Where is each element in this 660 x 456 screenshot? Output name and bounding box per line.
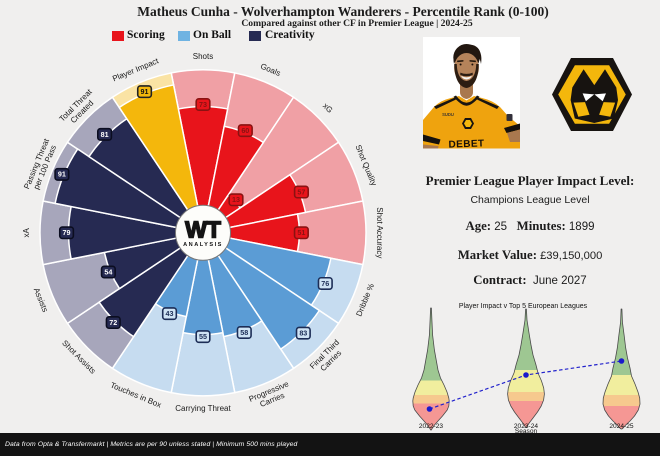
svg-text:ANALYSIS: ANALYSIS <box>183 242 223 248</box>
svg-text:60: 60 <box>241 126 249 135</box>
svg-text:13: 13 <box>232 195 240 204</box>
svg-text:43: 43 <box>166 309 174 318</box>
svg-text:2024-25: 2024-25 <box>609 423 634 430</box>
svg-text:DEBET: DEBET <box>448 138 484 150</box>
svg-text:57: 57 <box>297 187 305 196</box>
svg-text:55: 55 <box>199 332 207 341</box>
svg-text:Player Impact v Top 5 European: Player Impact v Top 5 European Leagues <box>459 303 588 310</box>
svg-text:73: 73 <box>199 100 207 109</box>
svg-text:Shot Accuracy: Shot Accuracy <box>375 207 384 258</box>
svg-text:81: 81 <box>101 130 109 139</box>
svg-text:Shots: Shots <box>193 52 213 61</box>
svg-text:Dribble %: Dribble % <box>354 282 376 317</box>
svg-text:Assists: Assists <box>32 287 50 314</box>
svg-text:72: 72 <box>109 318 117 327</box>
svg-text:91: 91 <box>58 170 66 179</box>
svg-text:Goals: Goals <box>259 62 282 78</box>
svg-text:58: 58 <box>240 328 248 337</box>
svg-text:83: 83 <box>299 329 307 338</box>
svg-text:xA: xA <box>22 227 31 237</box>
svg-text:76: 76 <box>321 279 329 288</box>
svg-text:2022-23: 2022-23 <box>419 423 444 430</box>
svg-text:Carrying Threat: Carrying Threat <box>175 404 231 413</box>
svg-text:79: 79 <box>63 228 71 237</box>
svg-text:xG: xG <box>321 101 335 115</box>
svg-text:54: 54 <box>104 267 112 276</box>
svg-text:SUDU: SUDU <box>442 112 454 117</box>
svg-text:51: 51 <box>297 228 305 237</box>
svg-text:Season: Season <box>515 428 538 435</box>
svg-text:91: 91 <box>141 87 149 96</box>
svg-text:WT: WT <box>185 216 221 242</box>
svg-text:2023-24: 2023-24 <box>514 423 539 430</box>
